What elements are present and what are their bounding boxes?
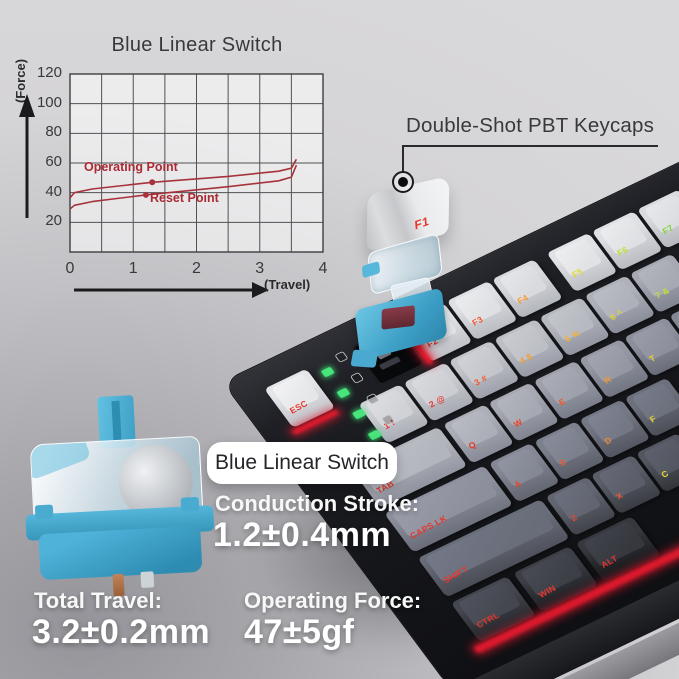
total-travel-value: 3.2±0.2mm xyxy=(32,613,211,651)
switch-housing-tint xyxy=(29,435,92,481)
y-tick-label: 80 xyxy=(45,123,62,141)
blue-switch-illustration xyxy=(15,391,220,597)
keycaps-callout-label: Double-Shot PBT Keycaps xyxy=(406,114,655,137)
switch-copper-pin xyxy=(112,573,125,597)
y-tick-label: 20 xyxy=(45,212,62,230)
switch-stem-groove xyxy=(111,400,122,442)
y-tick-label: 100 xyxy=(36,93,62,111)
switch-name-badge: Blue Linear Switch xyxy=(207,442,397,484)
switch-bottom-housing xyxy=(38,525,203,581)
x-tick-label: 3 xyxy=(255,260,265,277)
y-tick-label: 60 xyxy=(45,153,62,170)
x-tick-label: 0 xyxy=(65,260,75,277)
switch-plastic-post xyxy=(140,571,155,588)
x-tick-label: 2 xyxy=(192,260,201,277)
keycap-legend: F1 xyxy=(414,213,430,233)
callout-target-icon xyxy=(392,171,414,193)
reset-point-label: Reset Point xyxy=(150,191,219,205)
x-tick-label: 4 xyxy=(318,260,328,277)
force-travel-chart: Blue Linear Switch (Force) (Travel) Oper… xyxy=(6,30,340,326)
callout-line xyxy=(402,145,658,147)
x-tick-label: 1 xyxy=(128,260,138,277)
x-axis-label: (Travel) xyxy=(264,277,311,292)
x-axis-arrow xyxy=(74,282,269,298)
conduction-stroke-value: 1.2±0.4mm xyxy=(213,516,392,554)
operating-force-label: Operating Force: xyxy=(244,588,422,613)
callout-line xyxy=(402,145,404,172)
y-tick-label: 40 xyxy=(45,182,62,200)
operating-force-value: 47±5gf xyxy=(244,613,355,651)
conduction-stroke-label: Conduction Stroke: xyxy=(215,491,420,516)
callout-target-dot xyxy=(398,177,408,187)
chart-plot xyxy=(19,73,324,253)
exploded-switch-pcb-chip xyxy=(381,305,415,330)
operating-point-label: Operating Point xyxy=(84,160,178,174)
y-tick-label: 120 xyxy=(36,64,62,81)
chart-title: Blue Linear Switch xyxy=(111,34,283,56)
total-travel-label: Total Travel: xyxy=(34,588,162,613)
